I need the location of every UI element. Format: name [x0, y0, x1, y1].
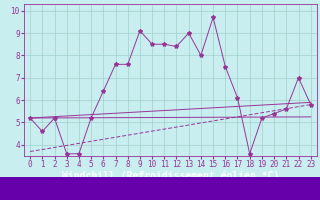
X-axis label: Windchill (Refroidissement éolien,°C): Windchill (Refroidissement éolien,°C) — [62, 171, 279, 181]
